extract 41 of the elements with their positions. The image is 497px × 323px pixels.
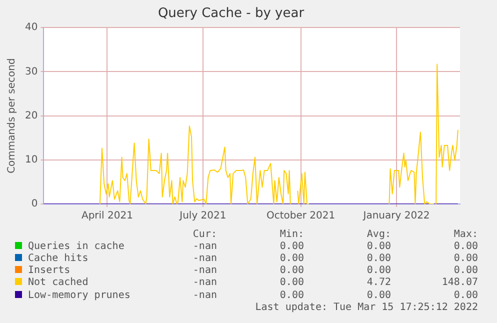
text: 0.00 [278, 276, 304, 289]
legend-label: Not cached [27, 276, 90, 289]
y-tick-label: 30 [24, 66, 38, 78]
legend-label: Inserts [27, 264, 72, 277]
chart-title: Query Cache - by year [158, 6, 305, 22]
y-axis-title: Commands per second [6, 58, 18, 174]
text: 0.00 [366, 240, 391, 252]
text: 0.00 [452, 240, 478, 252]
text: 0.00 [452, 252, 478, 265]
legend-label: Low-memory prunes [27, 288, 132, 302]
text: 0.00 [452, 288, 478, 302]
text: -nan [192, 276, 217, 289]
text: Cur: [192, 228, 217, 240]
text: Last update: Tue Mar 15 17:25:12 2022 [254, 301, 478, 314]
text: 0.00 [452, 264, 478, 277]
y-tick-label: 0 [31, 198, 38, 210]
y-tick-label: 40 [24, 22, 38, 34]
legend-label: Queries in cache [27, 240, 126, 252]
y-tick-label: 20 [24, 110, 38, 122]
text: -nan [192, 240, 217, 252]
text: 0.00 [278, 288, 304, 302]
x-tick-label: April 2021 [81, 210, 133, 222]
text: -nan [192, 288, 217, 302]
text: 0.00 [366, 252, 391, 265]
y-tick-label: 10 [24, 154, 38, 166]
text: 0.00 [278, 252, 304, 265]
text: -nan [192, 264, 217, 277]
text: -nan [192, 252, 217, 265]
x-tick-label: January 2022 [362, 210, 430, 222]
x-tick-label: July 2021 [178, 210, 226, 222]
legend-label: Cache hits [27, 252, 90, 265]
text: 0.00 [366, 264, 391, 277]
text: 0.00 [366, 288, 391, 302]
text: Min: [278, 228, 304, 240]
text: 0.00 [278, 240, 304, 252]
text: 148.07 [440, 276, 478, 289]
text: 0.00 [278, 264, 304, 277]
text: Max: [452, 228, 478, 240]
x-tick-label: October 2021 [266, 210, 336, 222]
text: 4.72 [366, 276, 391, 289]
text: Avg: [366, 228, 391, 240]
